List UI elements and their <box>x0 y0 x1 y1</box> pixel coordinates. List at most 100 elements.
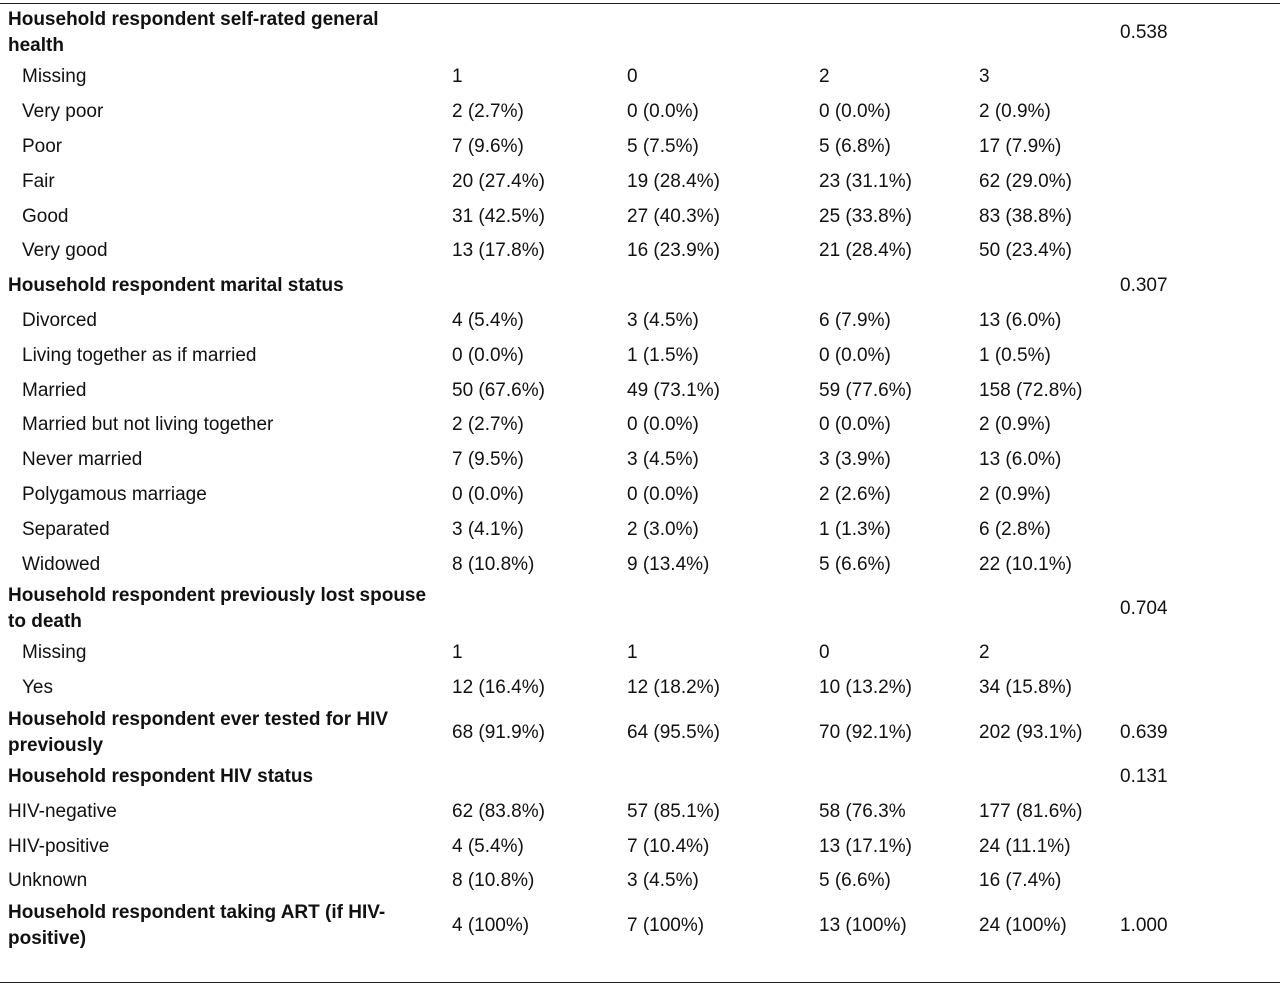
table-row: Widowed 8 (10.8%) 9 (13.4%) 5 (6.6%) 22 … <box>0 547 1280 582</box>
cell-group-3: 21 (28.4%) <box>819 240 912 262</box>
cell-group-1: 1 <box>452 642 463 664</box>
row-label: Polygamous marriage <box>22 483 207 505</box>
cell-group-1: 7 (9.5%) <box>452 449 524 471</box>
cell-group-2: 64 (95.5%) <box>627 721 720 743</box>
table-row: Never married 7 (9.5%) 3 (4.5%) 3 (3.9%)… <box>0 443 1280 478</box>
table-row: Very poor 2 (2.7%) 0 (0.0%) 0 (0.0%) 2 (… <box>0 95 1280 130</box>
p-value: 0.704 <box>1120 597 1168 619</box>
table-row: Living together as if married 0 (0.0%) 1… <box>0 338 1280 373</box>
cell-group-2: 27 (40.3%) <box>627 205 720 227</box>
cell-group-3: 1 (1.3%) <box>819 518 891 540</box>
cell-group-1: 0 (0.0%) <box>452 483 524 505</box>
cell-total: 50 (23.4%) <box>979 240 1072 262</box>
cell-group-3: 2 (2.6%) <box>819 483 891 505</box>
cell-total: 24 (11.1%) <box>979 835 1071 857</box>
cell-group-2: 0 (0.0%) <box>627 483 699 505</box>
table-row: Married 50 (67.6%) 49 (73.1%) 59 (77.6%)… <box>0 373 1280 408</box>
section-header-row: Household respondent marital status 0.30… <box>0 269 1280 304</box>
table-row: Missing 1 1 0 2 <box>0 636 1280 671</box>
cell-group-1: 4 (100%) <box>452 914 530 936</box>
cell-group-3: 5 (6.6%) <box>819 553 891 575</box>
cell-group-3: 25 (33.8%) <box>819 205 912 227</box>
section-title: Household respondent HIV status <box>8 765 314 787</box>
cell-total: 3 <box>979 66 990 88</box>
cell-group-2: 5 (7.5%) <box>627 135 699 157</box>
cell-group-1: 62 (83.8%) <box>452 800 545 822</box>
row-label: Married but not living together <box>22 414 274 436</box>
table-row: Fair 20 (27.4%) 19 (28.4%) 23 (31.1%) 62… <box>0 164 1280 199</box>
p-value: 0.131 <box>1120 765 1168 787</box>
p-value: 1.000 <box>1120 914 1168 936</box>
cell-group-2: 3 (4.5%) <box>627 449 699 471</box>
cell-group-1: 2 (2.7%) <box>452 101 524 123</box>
row-label: Missing <box>22 66 87 88</box>
cell-total: 2 (0.9%) <box>979 101 1051 123</box>
cell-total: 2 (0.9%) <box>979 483 1051 505</box>
cell-group-2: 1 <box>627 642 638 664</box>
cell-total: 13 (6.0%) <box>979 449 1062 471</box>
row-label: Married <box>22 379 87 401</box>
cell-group-1: 4 (5.4%) <box>452 835 524 857</box>
table-row: Divorced 4 (5.4%) 3 (4.5%) 6 (7.9%) 13 (… <box>0 304 1280 339</box>
cell-group-1: 20 (27.4%) <box>452 170 545 192</box>
cell-group-3: 10 (13.2%) <box>819 677 912 699</box>
cell-group-3: 2 <box>819 66 830 88</box>
row-label: Never married <box>22 449 143 471</box>
cell-group-3: 0 <box>819 642 830 664</box>
section-header-row: Household respondent previously lost spo… <box>0 582 1280 636</box>
cell-group-2: 57 (85.1%) <box>627 800 720 822</box>
row-label: Unknown <box>8 870 88 892</box>
cell-group-1: 0 (0.0%) <box>452 344 524 366</box>
row-label: HIV-negative <box>8 800 117 822</box>
cell-group-1: 7 (9.6%) <box>452 135 524 157</box>
cell-group-1: 2 (2.7%) <box>452 414 524 436</box>
cell-group-1: 1 <box>452 66 463 88</box>
cell-group-3: 13 (17.1%) <box>819 835 912 857</box>
cell-group-3: 0 (0.0%) <box>819 344 891 366</box>
cell-total: 177 (81.6%) <box>979 800 1083 822</box>
row-label: Divorced <box>22 309 97 331</box>
row-label: HIV-positive <box>8 835 110 857</box>
section-header-row: Household respondent self-rated general h… <box>0 6 1280 60</box>
cell-group-2: 1 (1.5%) <box>627 344 699 366</box>
table-row: HIV-positive 4 (5.4%) 7 (10.4%) 13 (17.1… <box>0 829 1280 864</box>
row-label: Very poor <box>22 101 104 123</box>
cell-group-2: 0 (0.0%) <box>627 414 699 436</box>
p-value: 0.307 <box>1120 275 1168 297</box>
row-label: Widowed <box>22 553 101 575</box>
cell-group-3: 70 (92.1%) <box>819 721 912 743</box>
section-title: Household respondent marital status <box>8 275 344 297</box>
cell-group-1: 12 (16.4%) <box>452 677 545 699</box>
data-table: Household respondent self-rated general h… <box>0 6 1280 953</box>
table-row: Unknown 8 (10.8%) 3 (4.5%) 5 (6.6%) 16 (… <box>0 864 1280 899</box>
cell-group-1: 50 (67.6%) <box>452 379 545 401</box>
cell-group-1: 8 (10.8%) <box>452 870 535 892</box>
section-title: Household respondent self-rated general h… <box>8 9 379 56</box>
cell-group-3: 0 (0.0%) <box>819 414 891 436</box>
table-row: HIV-negative 62 (83.8%) 57 (85.1%) 58 (7… <box>0 794 1280 829</box>
table-row: Polygamous marriage 0 (0.0%) 0 (0.0%) 2 … <box>0 478 1280 513</box>
cell-group-3: 0 (0.0%) <box>819 101 891 123</box>
cell-group-2: 0 <box>627 66 638 88</box>
table-row: Very good 13 (17.8%) 16 (23.9%) 21 (28.4… <box>0 234 1280 269</box>
cell-group-2: 3 (4.5%) <box>627 309 699 331</box>
row-label: Poor <box>22 135 63 157</box>
row-label: Living together as if married <box>22 344 257 366</box>
cell-total: 2 <box>979 642 990 664</box>
row-label: Fair <box>22 170 55 192</box>
p-value: 0.538 <box>1120 22 1168 43</box>
cell-group-1: 3 (4.1%) <box>452 518 524 540</box>
p-value: 0.639 <box>1120 721 1168 743</box>
cell-total: 13 (6.0%) <box>979 309 1062 331</box>
table-row: Missing 1 0 2 3 <box>0 60 1280 95</box>
table-row: Separated 3 (4.1%) 2 (3.0%) 1 (1.3%) 6 (… <box>0 512 1280 547</box>
cell-group-3: 6 (7.9%) <box>819 309 891 331</box>
cell-group-1: 13 (17.8%) <box>452 240 545 262</box>
section-header-row: Household respondent taking ART (if HIV-… <box>0 899 1280 953</box>
cell-group-2: 9 (13.4%) <box>627 553 710 575</box>
cell-total: 24 (100%) <box>979 914 1067 936</box>
cell-group-2: 2 (3.0%) <box>627 518 699 540</box>
row-label: Good <box>22 205 69 227</box>
table-top-rule <box>0 3 1280 4</box>
cell-total: 202 (93.1%) <box>979 721 1083 743</box>
